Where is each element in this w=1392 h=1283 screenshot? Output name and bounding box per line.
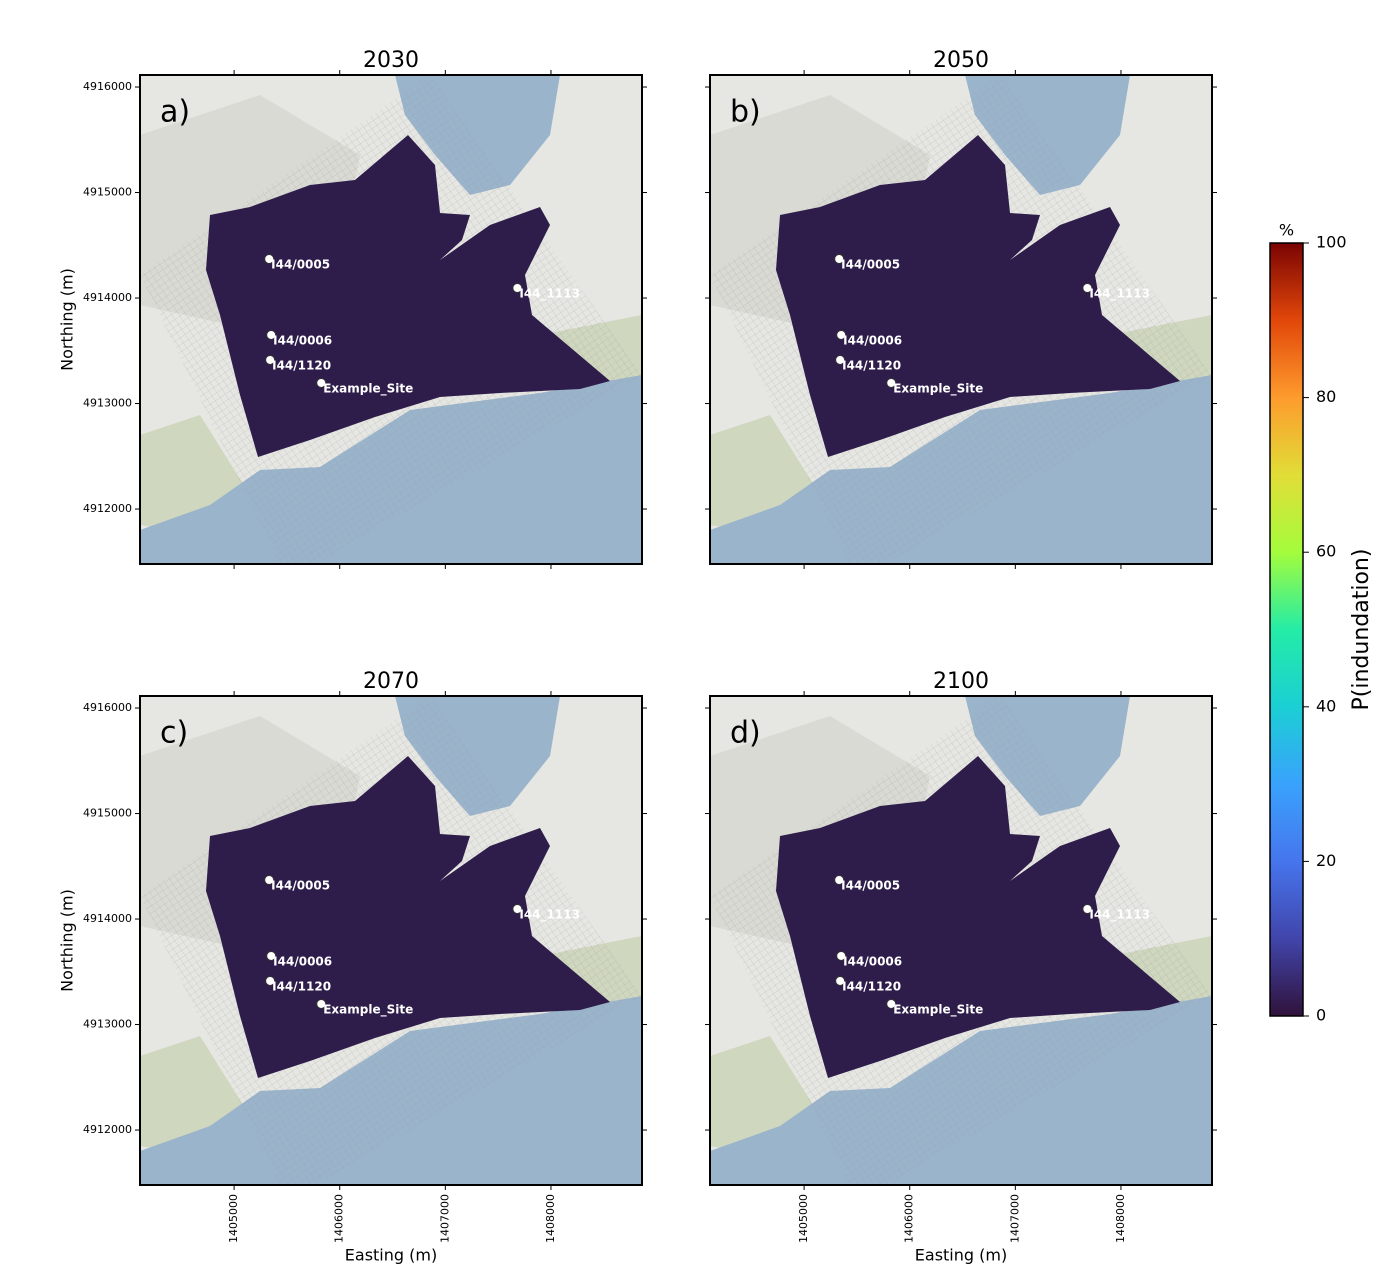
site-label: I44_1113 — [519, 287, 580, 302]
site-marker — [316, 998, 327, 1009]
domain — [776, 135, 1180, 457]
site-label: Example_Site — [323, 1002, 413, 1017]
site-marker — [886, 377, 897, 388]
axes-frame — [139, 695, 643, 1186]
site-marker — [512, 283, 523, 294]
site-label: Example_Site — [323, 381, 413, 396]
y-tick-label: 4916000 — [83, 80, 132, 93]
map-panel: 2050 b) I44/0005 I44_1113 I44/0006 I44/1120 Ex… — [705, 48, 1217, 569]
colorbar-tick-label: 60 — [1316, 542, 1336, 561]
panel-title: 2070 — [363, 669, 419, 694]
site-label: I44/1120 — [272, 979, 331, 993]
y-tick-label: 4916000 — [83, 701, 132, 714]
x-tick-label: 1406000 — [333, 1194, 346, 1243]
colorbar-unit: % — [1279, 221, 1294, 240]
site-marker — [835, 975, 846, 986]
basemap — [140, 696, 642, 1185]
site-label: I44/0005 — [841, 257, 900, 271]
panel-title: 2030 — [363, 48, 419, 73]
site-label: I44/0006 — [273, 954, 332, 968]
y-tick-label: 4912000 — [83, 1123, 132, 1136]
site-marker — [316, 377, 327, 388]
y-tick-label: 4915000 — [83, 807, 132, 820]
x-tick-label: 1407000 — [438, 1194, 451, 1243]
panel-label: b) — [730, 95, 761, 130]
site-label: I44_1113 — [1089, 287, 1150, 302]
x-tick-label: 1406000 — [903, 1194, 916, 1243]
site-label: I44/0006 — [843, 333, 902, 347]
map-panel: 2100 d) 1405000 1406000 1407000 1408000 Eastin… — [705, 669, 1217, 1265]
y-tick-label: 4912000 — [83, 502, 132, 515]
site-marker — [836, 950, 847, 961]
site-label: I44/1120 — [842, 979, 901, 993]
x-tick-label: 1407000 — [1008, 1194, 1021, 1243]
basemap — [710, 75, 1212, 564]
site-label: Example_Site — [893, 1002, 983, 1017]
basemap — [710, 696, 1212, 1185]
basemap — [140, 75, 642, 564]
panel-label: c) — [160, 716, 188, 751]
site-label: I44/1120 — [842, 358, 901, 372]
colorbar — [1269, 242, 1304, 1017]
panel-title: 2050 — [933, 48, 989, 73]
site-label: I44/0006 — [273, 333, 332, 347]
site-marker — [886, 998, 897, 1009]
y-tick-label: 4915000 — [83, 186, 132, 199]
colorbar-label: P(indundation) — [1349, 549, 1374, 711]
site-marker — [1082, 904, 1093, 915]
site-label: Example_Site — [893, 381, 983, 396]
site-label: I44/0005 — [271, 257, 330, 271]
y-tick-label: 4913000 — [83, 397, 132, 410]
y-tick-label: 4914000 — [83, 291, 132, 304]
colorbar-tick-label: 0 — [1316, 1006, 1326, 1025]
colorbar-tick-label: 40 — [1316, 696, 1336, 715]
site-marker — [265, 354, 276, 365]
site-marker — [266, 950, 277, 961]
panel-title: 2100 — [933, 669, 989, 694]
colorbar-tick-label: 20 — [1316, 851, 1336, 870]
map-panel: 2070 c) 4912000 4913000 4914000 4915000 491600… — [58, 669, 647, 1265]
x-axis-label: Easting (m) — [915, 1246, 1007, 1265]
axes-frame — [709, 695, 1213, 1186]
site-marker — [265, 975, 276, 986]
site-marker — [836, 329, 847, 340]
site-marker — [834, 253, 845, 264]
y-axis-label: Northing (m) — [58, 889, 77, 992]
y-tick-label: 4914000 — [83, 912, 132, 925]
x-tick-label: 1405000 — [227, 1194, 240, 1243]
domain — [206, 135, 610, 457]
site-label: I44_1113 — [519, 908, 580, 923]
panel-label: d) — [730, 716, 761, 751]
axes-frame — [139, 74, 643, 565]
site-label: I44_1113 — [1089, 908, 1150, 923]
site-label: I44/0006 — [843, 954, 902, 968]
axes-frame — [709, 74, 1213, 565]
site-label: I44/1120 — [272, 358, 331, 372]
site-marker — [835, 354, 846, 365]
y-tick-label: 4913000 — [83, 1018, 132, 1031]
site-marker — [512, 904, 523, 915]
site-marker — [1082, 283, 1093, 294]
site-marker — [834, 874, 845, 885]
colorbar-tick-label: 100 — [1316, 233, 1347, 252]
site-marker — [266, 329, 277, 340]
x-tick-label: 1408000 — [544, 1194, 557, 1243]
domain — [776, 756, 1180, 1078]
site-marker — [264, 874, 275, 885]
panel-label: a) — [160, 95, 190, 130]
x-tick-label: 1408000 — [1114, 1194, 1127, 1243]
site-label: I44/0005 — [841, 878, 900, 892]
domain — [206, 756, 610, 1078]
map-panel: 2030 a) 4912000 4913000 4914000 4915000 491600… — [58, 48, 647, 569]
site-marker — [264, 253, 275, 264]
x-tick-label: 1405000 — [797, 1194, 810, 1243]
x-axis-label: Easting (m) — [345, 1246, 437, 1265]
site-label: I44/0005 — [271, 878, 330, 892]
y-axis-label: Northing (m) — [58, 268, 77, 371]
colorbar-tick-label: 80 — [1316, 387, 1336, 406]
